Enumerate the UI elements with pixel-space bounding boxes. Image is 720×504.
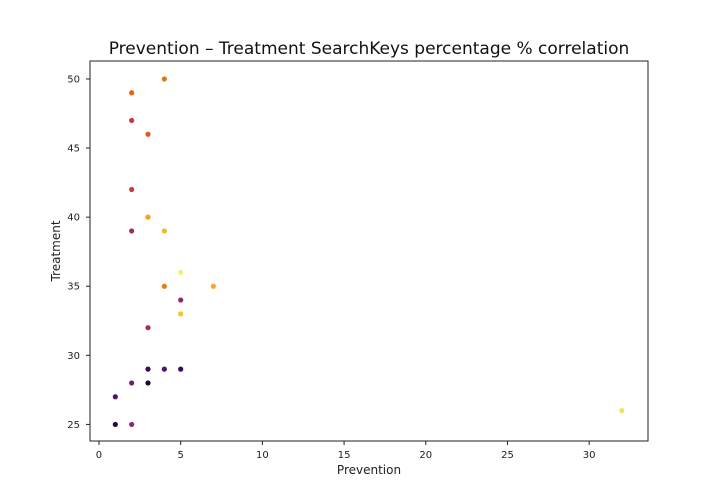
data-point — [178, 269, 184, 276]
y-tick-label: 30 — [67, 351, 80, 362]
data-point — [129, 380, 135, 386]
data-point — [145, 214, 151, 220]
x-tick-label: 20 — [419, 450, 432, 461]
data-point — [145, 131, 151, 137]
x-tick-label: 25 — [501, 450, 514, 461]
data-point — [129, 228, 135, 234]
data-point — [161, 283, 167, 289]
data-point — [145, 380, 151, 386]
chart-title: Prevention – Treatment SearchKeys percen… — [109, 39, 630, 59]
x-axis: 0 5 10 15 20 25 30 — [96, 441, 596, 461]
data-point — [178, 311, 184, 317]
data-point — [145, 325, 151, 331]
data-point — [129, 186, 135, 193]
data-point — [129, 421, 135, 428]
y-tick-label: 40 — [67, 213, 80, 224]
x-tick-label: 0 — [96, 450, 102, 461]
data-point — [210, 283, 216, 289]
data-point — [161, 228, 167, 234]
y-axis-label: Treatment — [49, 220, 63, 282]
x-tick-label: 10 — [256, 450, 269, 461]
y-tick-label: 45 — [67, 144, 80, 155]
data-point — [178, 366, 184, 372]
data-point — [129, 90, 135, 96]
data-point — [145, 366, 151, 372]
data-point — [112, 421, 118, 428]
data-point — [619, 408, 625, 414]
y-axis: 25 30 35 40 45 50 — [67, 74, 90, 431]
x-tick-label: 30 — [583, 450, 596, 461]
x-tick-label: 5 — [177, 450, 183, 461]
data-point — [178, 297, 184, 303]
y-tick-label: 25 — [67, 420, 80, 431]
data-point — [112, 394, 118, 400]
data-points — [112, 76, 625, 428]
x-axis-label: Prevention — [337, 463, 401, 477]
y-tick-label: 50 — [67, 74, 80, 85]
data-point — [161, 366, 167, 372]
y-tick-label: 35 — [67, 282, 80, 293]
data-point — [129, 117, 135, 124]
plot-area — [89, 60, 649, 442]
x-tick-label: 15 — [338, 450, 351, 461]
data-point — [161, 76, 167, 82]
